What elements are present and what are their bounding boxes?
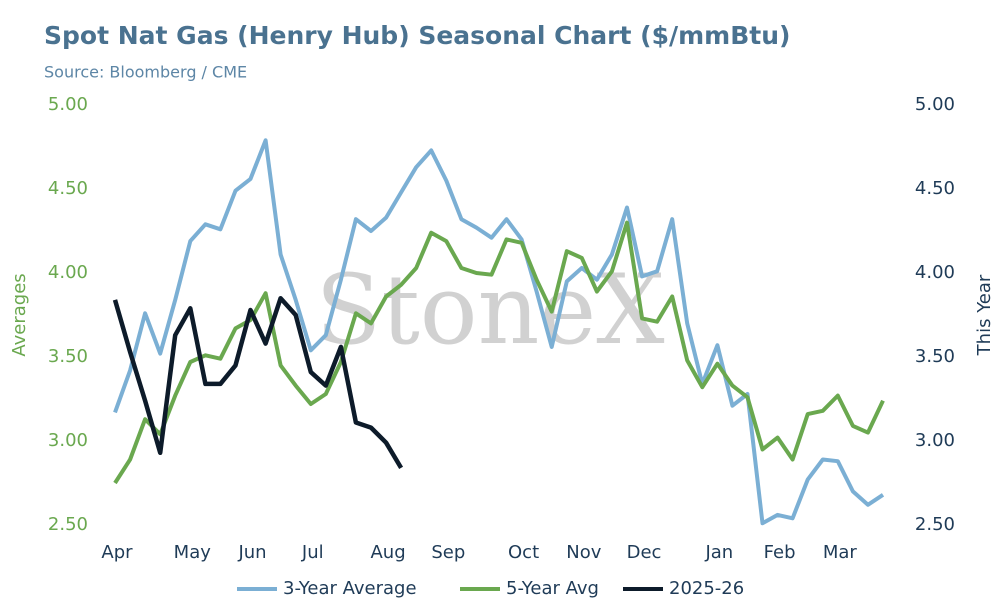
y2-tick-label: 4.00 [915, 262, 955, 283]
x-tick-label: Nov [566, 542, 601, 563]
y-tick-label: 4.50 [48, 178, 88, 199]
legend-label: 5-Year Avg [506, 578, 599, 599]
x-tick-label: Feb [764, 542, 796, 563]
legend-label: 3-Year Average [283, 578, 417, 599]
y2-tick-label: 5.00 [915, 94, 955, 115]
y-tick-label: 2.50 [48, 514, 88, 535]
y2-tick-label: 3.00 [915, 430, 955, 451]
x-tick-label: Oct [508, 542, 539, 563]
y2-tick-label: 4.50 [915, 178, 955, 199]
x-tick-label: Aug [370, 542, 405, 563]
legend-label: 2025-26 [669, 578, 744, 599]
y2-tick-label: 2.50 [915, 514, 955, 535]
x-tick-label: Sep [431, 542, 465, 563]
series-line [112, 295, 404, 470]
y-tick-label: 5.00 [48, 94, 88, 115]
x-tick-label: May [174, 542, 212, 563]
x-tick-label: Jul [301, 542, 324, 563]
x-tick-label: Mar [823, 542, 858, 563]
y2-axis-label: This Year [974, 274, 995, 356]
x-tick-label: Jan [704, 542, 733, 563]
x-tick-label: Jun [237, 542, 266, 563]
x-tick-label: Apr [101, 542, 133, 563]
series-line [113, 220, 885, 485]
x-tick-label: Dec [627, 542, 662, 563]
chart-subtitle: Source: Bloomberg / CME [44, 63, 247, 82]
y-tick-label: 3.50 [48, 346, 88, 367]
y-axis-label: Averages [9, 273, 30, 356]
y-tick-label: 4.00 [48, 262, 88, 283]
series-line [113, 138, 885, 526]
y-tick-label: 3.00 [48, 430, 88, 451]
y2-tick-label: 3.50 [915, 346, 955, 367]
chart-title: Spot Nat Gas (Henry Hub) Seasonal Chart … [44, 21, 790, 50]
